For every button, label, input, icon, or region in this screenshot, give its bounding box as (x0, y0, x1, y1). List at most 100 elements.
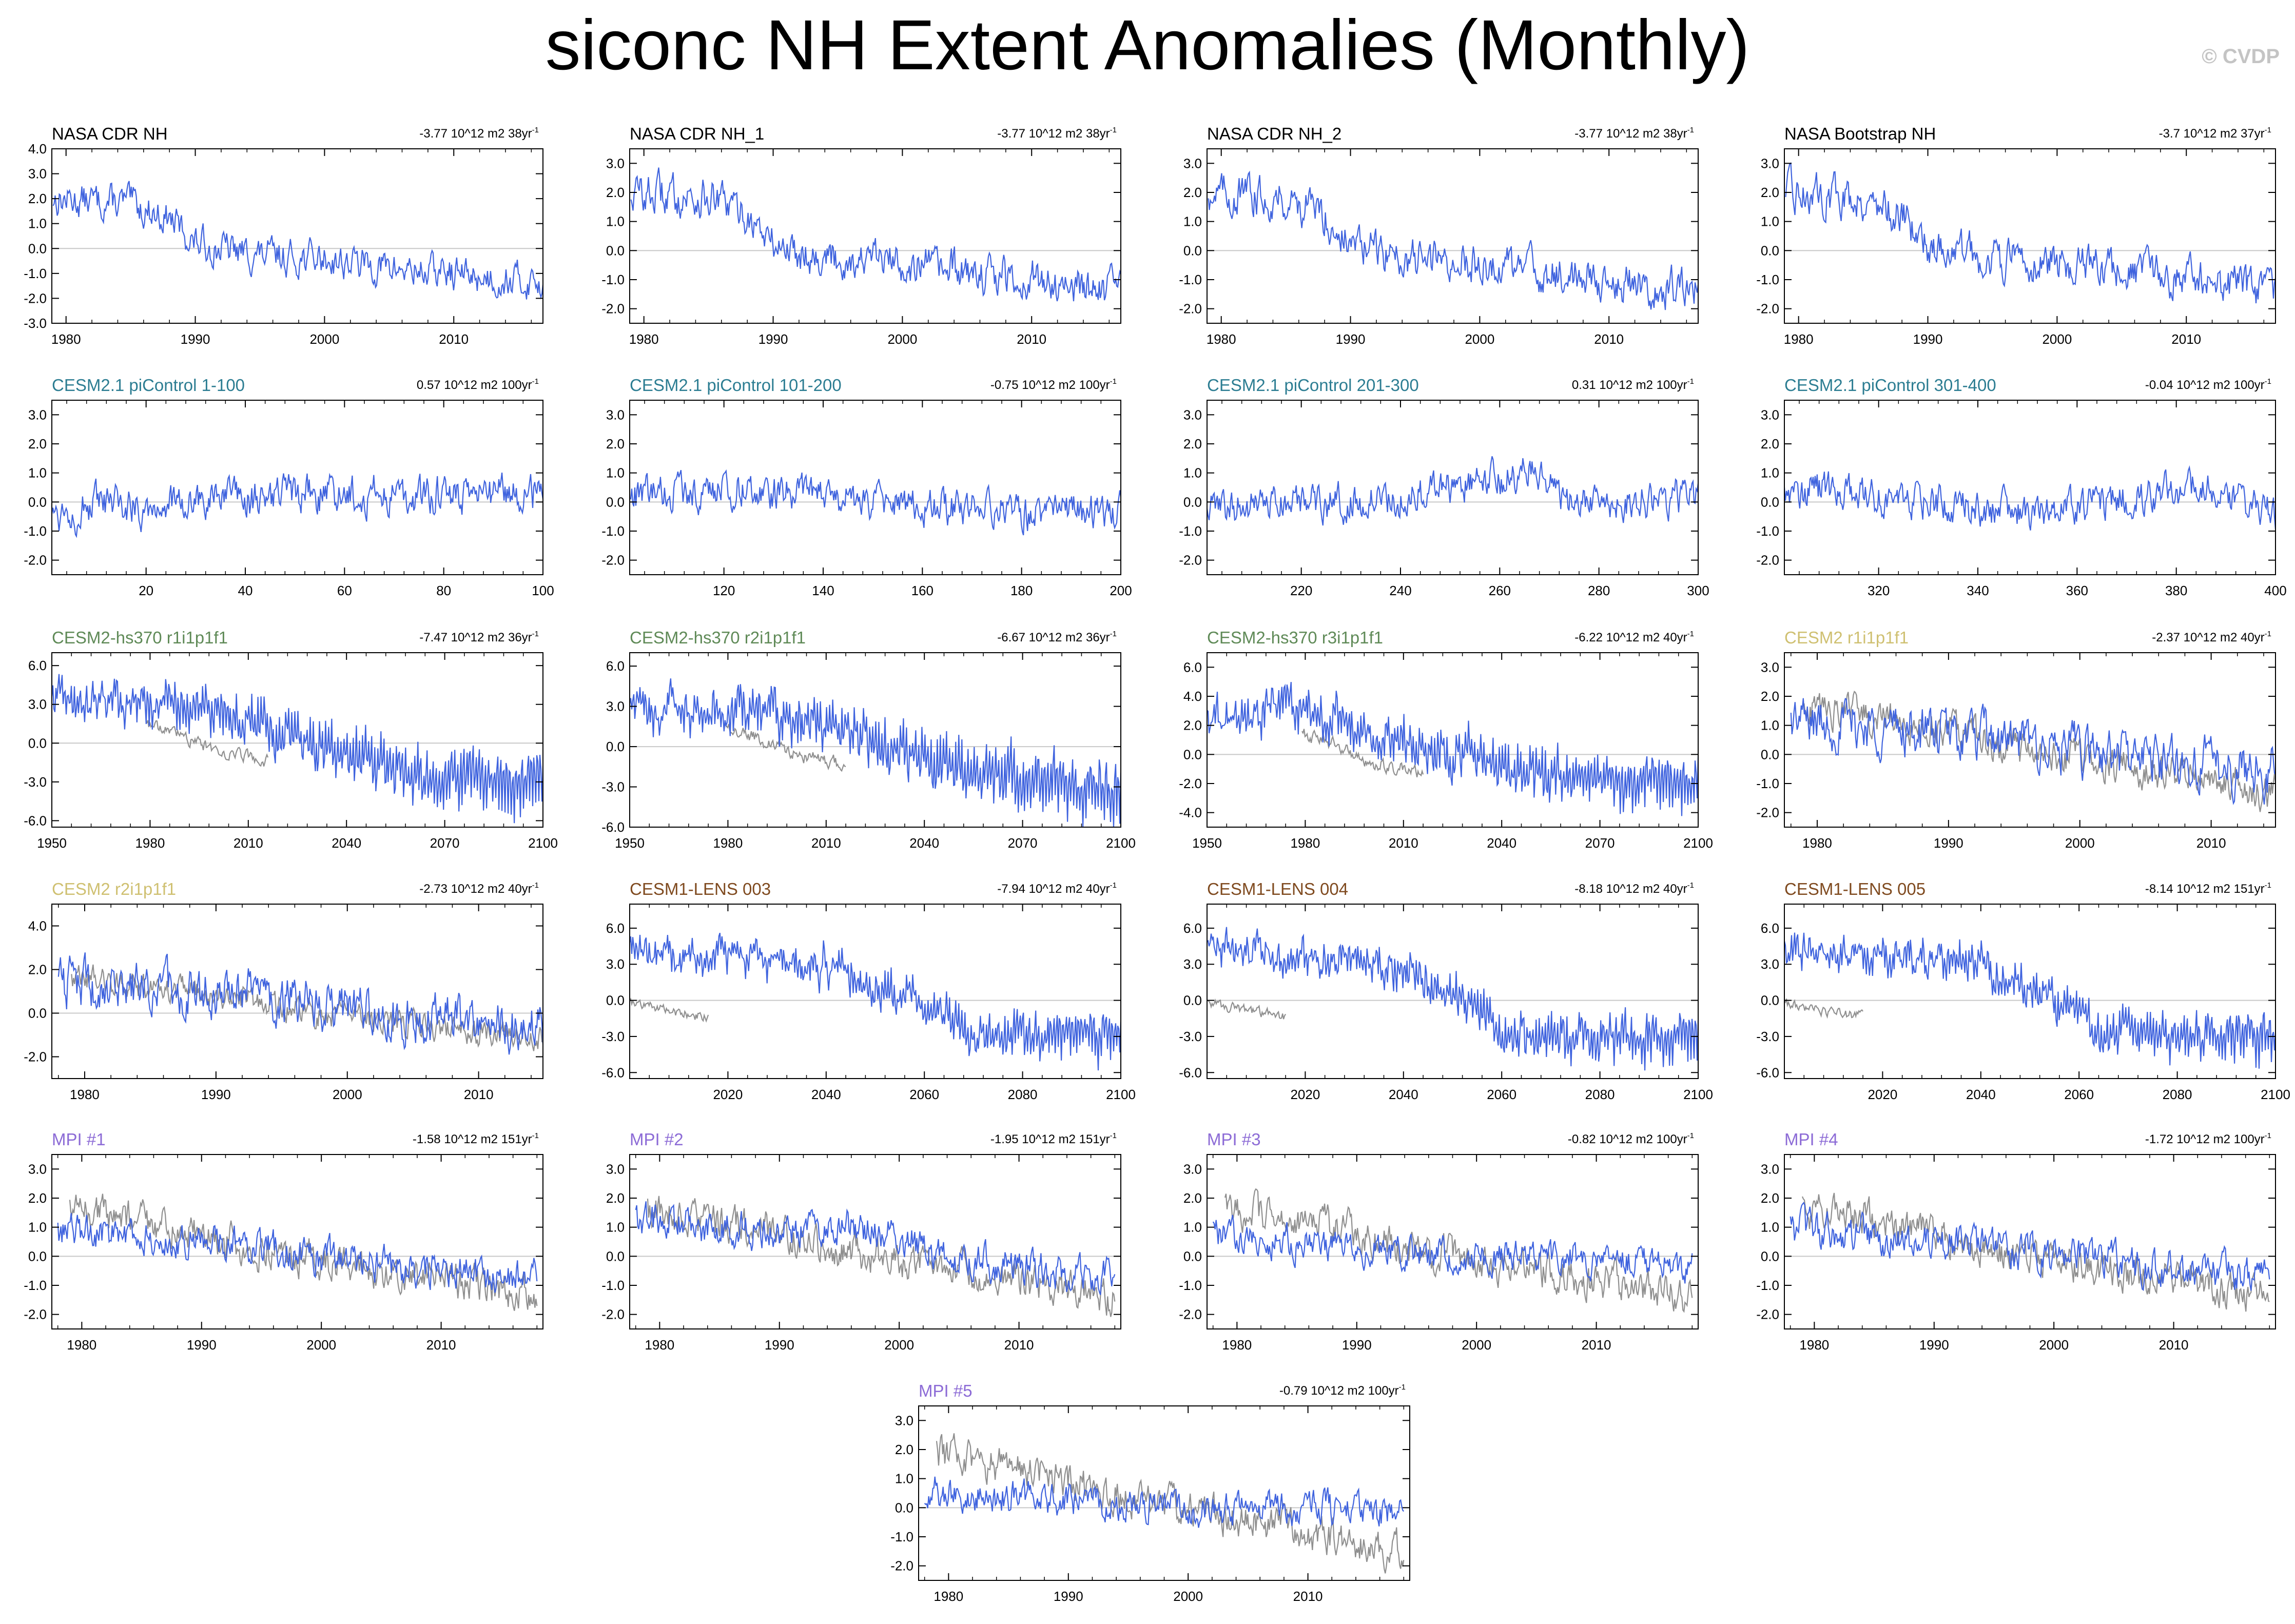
y-tick-label: 2.0 (1761, 436, 1779, 452)
plot-frame (1784, 904, 2276, 1079)
y-tick-label: 0.0 (1183, 993, 1202, 1008)
plot-frame (1784, 400, 2276, 575)
y-tick-label: -1.0 (601, 523, 625, 539)
panel-3: NASA CDR NH_2 -3.77 10^12 m2 38yr-1 -2.0 -1… (1179, 124, 1699, 347)
x-tick-label: 2100 (1683, 1087, 1713, 1102)
y-tick-label: 2.0 (1183, 1190, 1202, 1206)
trend-label: -6.22 10^12 m2 40yr-1 (1574, 630, 1694, 644)
y-tick-label: -2.0 (1756, 805, 1779, 820)
panel-11: CESM2-hs370 r3i1p1f1 -6.22 10^12 m2 40yr-… (1179, 628, 1713, 851)
x-tick-label: 2010 (2159, 1337, 2189, 1353)
x-tick-label: 1980 (645, 1337, 674, 1353)
x-tick-label: 2020 (713, 1087, 743, 1102)
panel-12: CESM2 r1i1p1f1 -2.37 10^12 m2 40yr-1 -2.0 -… (1756, 628, 2276, 851)
x-tick-label: 2020 (1290, 1087, 1320, 1102)
y-tick-label: -1.0 (1756, 1278, 1779, 1293)
plot-frame (1207, 148, 1699, 324)
x-tick-label: 1980 (67, 1337, 96, 1353)
obs-series-line (1784, 999, 1863, 1019)
y-tick-label: 6.0 (28, 658, 47, 673)
trend-label: -1.58 10^12 m2 151yr-1 (413, 1131, 539, 1146)
y-tick-label: 3.0 (606, 699, 625, 714)
x-tick-label: 2010 (426, 1337, 456, 1353)
x-tick-label: 2070 (1008, 835, 1038, 851)
y-tick-label: -2.0 (1756, 301, 1779, 317)
y-tick-label: -3.0 (601, 1029, 625, 1044)
y-tick-label: 0.0 (28, 1006, 47, 1021)
y-tick-label: -1.0 (1756, 272, 1779, 287)
x-tick-label: 2060 (2064, 1087, 2094, 1102)
panel-title: CESM2-hs370 r2i1p1f1 (630, 628, 806, 647)
y-tick-label: -3.0 (24, 774, 47, 790)
y-tick-label: 1.0 (606, 465, 625, 481)
x-tick-label: 2010 (234, 835, 263, 851)
x-tick-label: 2000 (1462, 1337, 1491, 1353)
y-tick-label: 1.0 (1183, 1220, 1202, 1235)
x-tick-label: 2080 (2163, 1087, 2192, 1102)
y-tick-label: -2.0 (601, 553, 625, 568)
y-tick-label: -4.0 (1179, 805, 1202, 820)
y-tick-label: 2.0 (895, 1442, 913, 1457)
panel-title: CESM2-hs370 r1i1p1f1 (52, 628, 228, 647)
y-tick-label: 0.0 (606, 243, 625, 258)
y-tick-label: 3.0 (28, 166, 47, 182)
plot-frame (51, 148, 543, 324)
x-tick-label: 2000 (2042, 331, 2072, 347)
y-tick-label: 1.0 (895, 1471, 913, 1486)
y-tick-label: 1.0 (28, 1220, 47, 1235)
y-tick-label: 2.0 (606, 436, 625, 452)
y-tick-label: 3.0 (1761, 659, 1779, 675)
y-tick-label: 0.0 (28, 241, 47, 256)
x-tick-label: 1990 (1919, 1337, 1949, 1353)
y-tick-label: 3.0 (28, 407, 47, 422)
trend-label: -7.47 10^12 m2 36yr-1 (419, 630, 539, 644)
x-tick-label: 200 (1110, 583, 1132, 598)
trend-label: 0.31 10^12 m2 100yr-1 (1572, 377, 1694, 392)
x-tick-label: 2010 (1582, 1337, 1611, 1353)
x-tick-label: 2080 (1585, 1087, 1615, 1102)
x-tick-label: 2060 (1487, 1087, 1516, 1102)
x-tick-label: 2100 (1106, 835, 1136, 851)
trend-label: -0.82 10^12 m2 100yr-1 (1568, 1131, 1694, 1146)
y-tick-label: 3.0 (606, 1161, 625, 1177)
x-tick-label: 80 (436, 583, 451, 598)
obs-series-line (1801, 1192, 2270, 1312)
x-tick-label: 2010 (1389, 835, 1418, 851)
cvdp-watermark: © CVDP (2202, 45, 2280, 68)
obs-series-line (724, 723, 846, 772)
panel-title: CESM2.1 piControl 1-100 (52, 376, 245, 395)
obs-series-line (936, 1433, 1405, 1574)
trend-label: -7.94 10^12 m2 40yr-1 (997, 881, 1117, 896)
y-tick-label: 0.0 (1183, 243, 1202, 258)
obs-series-line (1224, 1188, 1693, 1313)
x-tick-label: 2000 (887, 331, 917, 347)
panel-8: CESM2.1 piControl 301-400 -0.04 10^12 m2 … (1756, 376, 2287, 598)
obs-series-line (1803, 691, 2275, 812)
y-tick-label: -3.0 (1756, 1029, 1779, 1044)
x-tick-label: 2020 (1868, 1087, 1897, 1102)
y-tick-label: -6.0 (1179, 1065, 1202, 1080)
x-tick-label: 2010 (811, 835, 841, 851)
x-tick-label: 40 (238, 583, 253, 598)
x-tick-label: 1990 (1336, 331, 1366, 347)
x-tick-label: 1980 (1207, 331, 1236, 347)
y-tick-label: 0.0 (28, 494, 47, 510)
model-series-line (1207, 456, 1698, 526)
y-tick-label: 0.0 (1183, 747, 1202, 762)
panel-title: MPI #2 (630, 1130, 684, 1149)
y-tick-label: -1.0 (1179, 272, 1202, 287)
y-tick-label: 3.0 (28, 1161, 47, 1177)
panel-title: CESM1-LENS 003 (630, 879, 771, 898)
y-tick-label: -2.0 (1179, 776, 1202, 791)
y-tick-label: -1.0 (24, 1278, 47, 1293)
y-tick-label: 3.0 (1761, 407, 1779, 422)
plot-frame (1207, 652, 1699, 828)
y-tick-label: 2.0 (1761, 185, 1779, 200)
y-tick-label: 2.0 (1183, 718, 1202, 733)
x-tick-label: 2100 (2261, 1087, 2290, 1102)
y-tick-label: -2.0 (1756, 553, 1779, 568)
x-tick-label: 1990 (765, 1337, 794, 1353)
x-tick-label: 2010 (439, 331, 469, 347)
x-tick-label: 1980 (1784, 331, 1814, 347)
y-tick-label: 4.0 (28, 918, 47, 934)
